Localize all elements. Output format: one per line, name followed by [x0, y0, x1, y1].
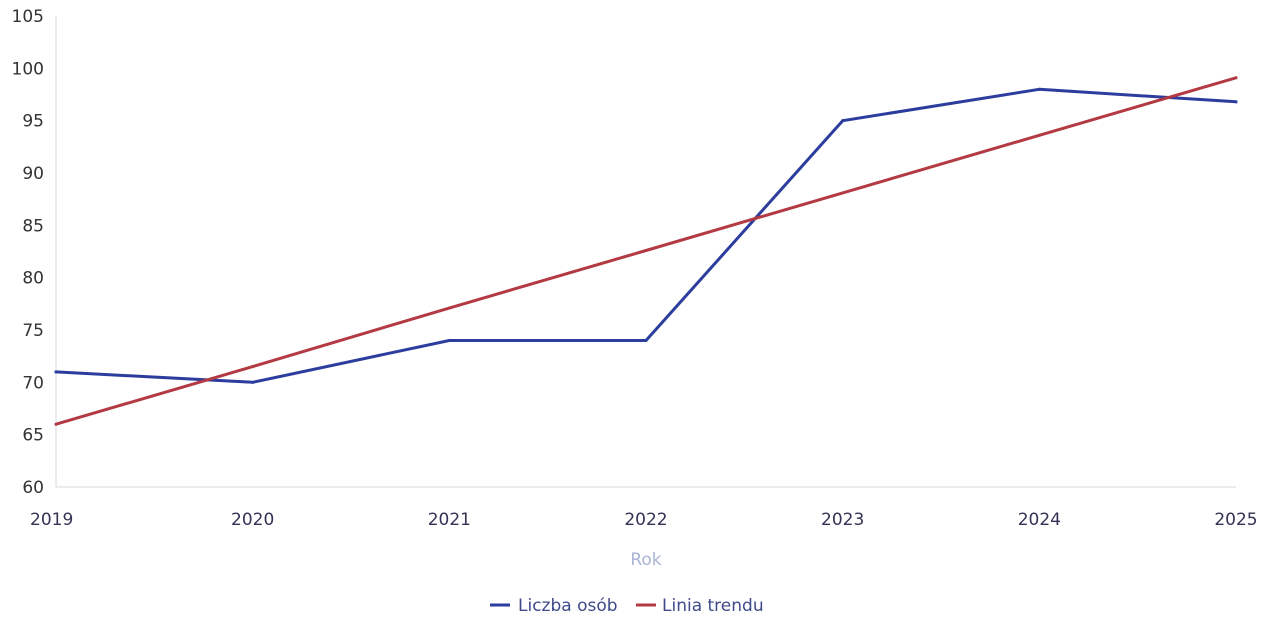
y-tick-label: 100 — [12, 59, 44, 79]
data-point — [447, 306, 451, 310]
x-tick-label: 2024 — [1018, 510, 1061, 530]
x-tick-label: 2019 — [30, 510, 73, 530]
y-tick-label: 60 — [22, 478, 44, 498]
data-point — [1234, 76, 1238, 80]
data-point — [54, 370, 58, 374]
series-layer — [54, 76, 1238, 426]
legend-label: Linia trendu — [662, 596, 764, 616]
data-point — [841, 119, 845, 123]
data-point — [644, 338, 648, 342]
data-point — [251, 365, 255, 369]
y-tick-label: 75 — [22, 321, 44, 341]
series-line-1 — [54, 87, 1238, 384]
legend: Liczba osób Linia trendu — [490, 596, 764, 616]
y-tick-label: 90 — [22, 164, 44, 184]
legend-label: Liczba osób — [518, 596, 618, 616]
x-tick-label: 2022 — [624, 510, 667, 530]
y-tick-label: 80 — [22, 269, 44, 289]
data-point — [54, 422, 58, 426]
data-point — [1037, 133, 1041, 137]
y-tick-label: 65 — [22, 426, 44, 446]
data-point — [1234, 100, 1238, 104]
axes: 60 65 70 75 80 85 90 95 100 105 2019 2020 2021 2022 20… — [12, 7, 1258, 530]
y-tick-label: 85 — [22, 216, 44, 236]
x-tick-label: 2020 — [231, 510, 274, 530]
y-tick-label: 70 — [22, 373, 44, 393]
y-tick-label: 95 — [22, 112, 44, 132]
data-point — [447, 338, 451, 342]
data-point — [841, 191, 845, 195]
data-point — [644, 248, 648, 252]
x-axis-title: Rok — [630, 550, 661, 570]
x-tick-label: 2023 — [821, 510, 864, 530]
x-tick-label: 2021 — [428, 510, 471, 530]
data-point — [1037, 87, 1041, 91]
data-point — [251, 380, 255, 384]
y-tick-label: 105 — [12, 7, 44, 27]
x-tick-label: 2025 — [1214, 510, 1257, 530]
